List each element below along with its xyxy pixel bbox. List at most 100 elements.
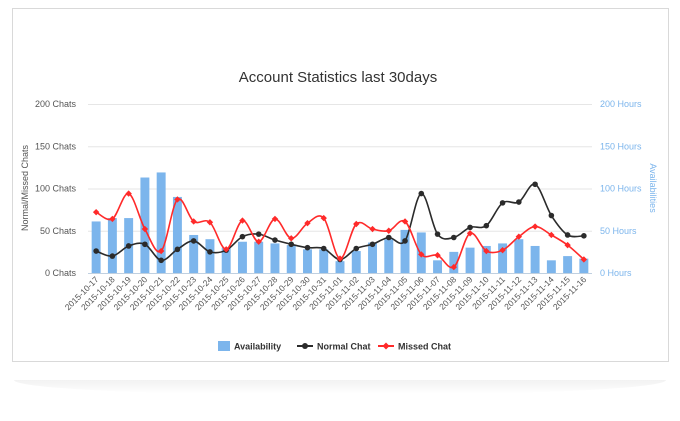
availability-bar[interactable] bbox=[400, 229, 410, 273]
missed-chat-point[interactable] bbox=[288, 235, 295, 242]
availability-bar[interactable] bbox=[270, 243, 280, 273]
left-axis-ticks: 200 Chats 150 Chats 100 Chats 50 Chats 0 Cha… bbox=[35, 99, 77, 278]
availability-bar[interactable] bbox=[481, 245, 491, 273]
normal-chat-point[interactable] bbox=[564, 232, 571, 238]
normal-chat-point[interactable] bbox=[385, 234, 392, 241]
normal-chat-point[interactable] bbox=[158, 257, 164, 264]
normal-chat-point[interactable] bbox=[304, 244, 311, 251]
normal-chat-point[interactable] bbox=[418, 190, 425, 197]
availability-bar[interactable] bbox=[189, 234, 199, 273]
missed-chat-point[interactable] bbox=[125, 190, 132, 197]
missed-chat-point[interactable] bbox=[239, 217, 246, 224]
missed-chat-point[interactable] bbox=[499, 246, 506, 254]
missed-chat-point[interactable] bbox=[92, 208, 100, 216]
missed-chat-point[interactable] bbox=[401, 218, 409, 225]
missed-chat-point[interactable] bbox=[548, 231, 555, 239]
missed-chat-point[interactable] bbox=[206, 219, 214, 226]
availability-bar[interactable] bbox=[579, 258, 589, 273]
normal-chat-point[interactable] bbox=[272, 237, 278, 243]
missed-chat-point[interactable] bbox=[418, 251, 425, 258]
availability-bar[interactable] bbox=[563, 256, 573, 273]
missed-chat-point[interactable] bbox=[222, 246, 230, 253]
availability-bar[interactable] bbox=[449, 251, 459, 273]
normal-chat-point[interactable] bbox=[255, 231, 262, 237]
normal-chat-point[interactable] bbox=[239, 233, 246, 240]
normal-chat-point[interactable] bbox=[190, 238, 197, 244]
normal-chat-point[interactable] bbox=[467, 224, 473, 231]
normal-chat-point[interactable] bbox=[93, 248, 99, 254]
availability-bar[interactable] bbox=[254, 241, 264, 273]
availability-bar[interactable] bbox=[335, 261, 345, 273]
missed-chat-point[interactable] bbox=[174, 196, 181, 203]
availability-bar[interactable] bbox=[205, 239, 215, 273]
availability-bar[interactable] bbox=[91, 221, 101, 273]
left-tick-label: 0 Chats bbox=[45, 268, 77, 278]
legend-label-missed-chat: Missed Chat bbox=[398, 342, 451, 352]
availability-bar[interactable] bbox=[530, 245, 540, 273]
missed-chat-point[interactable] bbox=[271, 215, 279, 223]
legend-marker-missed-chat bbox=[382, 342, 390, 350]
missed-chat-point[interactable] bbox=[515, 233, 523, 240]
normal-chat-point[interactable] bbox=[320, 245, 327, 252]
availability-bar[interactable] bbox=[319, 249, 329, 273]
missed-chat-point[interactable] bbox=[255, 238, 262, 245]
availability-bar[interactable] bbox=[286, 245, 296, 273]
missed-chat-point[interactable] bbox=[580, 256, 588, 263]
missed-chat-point[interactable] bbox=[434, 252, 441, 259]
legend-marker-normal-chat bbox=[302, 343, 308, 349]
availability-bar[interactable] bbox=[156, 172, 166, 273]
missed-chat-point[interactable] bbox=[483, 247, 490, 255]
missed-chat-point[interactable] bbox=[450, 263, 458, 271]
availability-bar[interactable] bbox=[221, 247, 231, 273]
missed-chat-point[interactable] bbox=[336, 255, 344, 262]
legend-item-availability[interactable]: Availability bbox=[218, 341, 281, 352]
normal-chat-point[interactable] bbox=[516, 199, 522, 205]
normal-chat-point[interactable] bbox=[353, 245, 360, 252]
availability-bar[interactable] bbox=[546, 260, 556, 273]
normal-chat-point[interactable] bbox=[174, 246, 181, 253]
missed-chat-point[interactable] bbox=[385, 227, 392, 234]
availability-bar[interactable] bbox=[514, 239, 524, 273]
missed-chat-point[interactable] bbox=[190, 218, 197, 225]
availability-bar[interactable] bbox=[303, 249, 312, 273]
availability-bar[interactable] bbox=[433, 260, 443, 273]
right-tick-label: 200 Hours bbox=[600, 99, 642, 109]
missed-chat-point[interactable] bbox=[369, 225, 376, 233]
normal-chat-point[interactable] bbox=[451, 234, 457, 241]
availability-bars bbox=[91, 172, 589, 273]
legend-item-missed-chat[interactable]: Missed Chat bbox=[378, 342, 451, 352]
missed-chat-point[interactable] bbox=[531, 223, 539, 230]
missed-chat-point[interactable] bbox=[304, 219, 311, 227]
missed-chat-point[interactable] bbox=[466, 230, 474, 237]
normal-chat-point[interactable] bbox=[125, 243, 132, 249]
normal-chat-point[interactable] bbox=[207, 249, 213, 255]
normal-chat-point[interactable] bbox=[581, 233, 587, 239]
availability-bar[interactable] bbox=[384, 239, 394, 273]
availability-bar[interactable] bbox=[351, 251, 361, 273]
normal-chat-point[interactable] bbox=[369, 241, 376, 248]
normal-chat-point[interactable] bbox=[499, 200, 506, 206]
missed-chat-point[interactable] bbox=[353, 220, 360, 228]
availability-bar[interactable] bbox=[237, 241, 247, 273]
normal-chat-point[interactable] bbox=[483, 222, 490, 229]
normal-chat-point[interactable] bbox=[532, 181, 538, 188]
availability-bar[interactable] bbox=[465, 247, 475, 273]
availability-bar[interactable] bbox=[498, 243, 508, 273]
normal-chat-point[interactable] bbox=[142, 241, 148, 248]
availability-bar[interactable] bbox=[172, 196, 182, 273]
normal-chat-point[interactable] bbox=[548, 212, 555, 219]
legend-item-normal-chat[interactable]: Normal Chat bbox=[297, 342, 371, 352]
normal-chat-point[interactable] bbox=[434, 231, 441, 237]
availability-bar[interactable] bbox=[107, 218, 117, 273]
missed-chat-point[interactable] bbox=[157, 247, 165, 255]
normal-chat-point[interactable] bbox=[109, 253, 116, 259]
missed-chat-point[interactable] bbox=[320, 214, 327, 222]
missed-chat-point[interactable] bbox=[564, 241, 571, 249]
missed-chat-point[interactable] bbox=[109, 215, 116, 223]
normal-chat-point[interactable] bbox=[288, 241, 295, 248]
availability-bar[interactable] bbox=[140, 177, 150, 273]
missed-chat-point[interactable] bbox=[141, 225, 149, 233]
x-axis-labels: 2015-10-172015-10-182015-10-192015-10-20… bbox=[63, 274, 589, 312]
availability-bar[interactable] bbox=[368, 242, 377, 273]
normal-chat-point[interactable] bbox=[402, 238, 408, 244]
